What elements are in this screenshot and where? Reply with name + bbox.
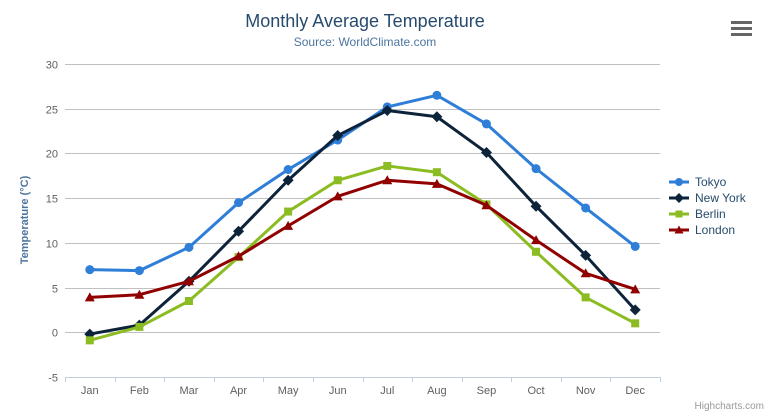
chart-subtitle: Source: WorldClimate.com — [293, 35, 437, 49]
data-point-marker[interactable] — [135, 322, 144, 331]
series-london[interactable] — [84, 175, 641, 302]
data-point-marker[interactable] — [332, 130, 344, 142]
data-point-marker[interactable] — [282, 174, 294, 186]
series-tokyo[interactable] — [85, 90, 640, 276]
highcharts-credit-link[interactable]: Highcharts.com — [694, 401, 764, 412]
data-point-marker[interactable] — [530, 200, 542, 212]
legend-item-london[interactable]: London — [668, 224, 766, 236]
y-axis-tick-label: 5 — [52, 284, 58, 296]
data-point-marker[interactable] — [629, 304, 641, 316]
data-point-marker[interactable] — [183, 276, 194, 286]
x-axis-tick-label: Nov — [576, 385, 596, 397]
data-point-marker[interactable] — [134, 289, 145, 299]
data-point-marker[interactable] — [432, 90, 442, 100]
triangle-marker-icon — [669, 225, 689, 234]
data-point-marker[interactable] — [283, 220, 294, 230]
x-axis-tick-label: Feb — [130, 385, 149, 397]
data-point-marker[interactable] — [431, 111, 443, 123]
x-axis-tick-label: Sep — [477, 385, 497, 397]
data-point-marker[interactable] — [233, 225, 245, 237]
x-axis-tick-label: Jul — [380, 385, 394, 397]
data-point-marker[interactable] — [480, 147, 492, 159]
data-point-marker[interactable] — [283, 165, 293, 175]
data-point-marker[interactable] — [631, 319, 640, 328]
data-point-marker[interactable] — [532, 247, 541, 256]
data-point-marker[interactable] — [531, 235, 542, 245]
series-new-york[interactable] — [84, 105, 641, 340]
chart-title: Monthly Average Temperature — [245, 11, 485, 31]
data-point-marker[interactable] — [432, 168, 441, 177]
data-point-marker[interactable] — [580, 249, 592, 261]
legend-item-new-york[interactable]: New York — [668, 192, 766, 204]
data-point-marker[interactable] — [134, 266, 144, 276]
square-marker-icon — [669, 210, 689, 218]
legend: Tokyo New York Berlin London — [668, 176, 766, 236]
x-axis-tick-label: Dec — [625, 385, 645, 397]
legend-item-berlin[interactable]: Berlin — [668, 208, 766, 220]
x-axis-tick-label: Mar — [179, 385, 198, 397]
y-axis-tick-label: 25 — [46, 105, 58, 117]
data-point-marker[interactable] — [481, 200, 492, 210]
x-axis-tick-label: Apr — [230, 385, 247, 397]
x-axis-tick-label: Oct — [527, 385, 544, 397]
data-point-marker[interactable] — [382, 175, 393, 185]
x-axis-tick-label: Aug — [427, 385, 447, 397]
data-point-marker[interactable] — [383, 161, 392, 170]
data-point-marker[interactable] — [85, 336, 94, 345]
data-point-marker[interactable] — [184, 242, 194, 252]
y-axis-tick-label: 10 — [46, 239, 58, 251]
data-point-marker[interactable] — [581, 293, 590, 302]
series-line — [88, 178, 637, 299]
legend-item-label: Tokyo — [695, 175, 727, 189]
series-line — [88, 164, 637, 342]
data-point-marker[interactable] — [184, 296, 193, 305]
data-point-marker[interactable] — [431, 178, 442, 188]
data-point-marker[interactable] — [630, 284, 641, 294]
data-point-marker[interactable] — [332, 191, 343, 201]
series-line — [88, 109, 637, 336]
data-point-marker[interactable] — [630, 241, 640, 251]
legend-item-tokyo[interactable]: Tokyo — [668, 176, 766, 188]
y-axis-tick-label: 15 — [46, 194, 58, 206]
data-point-marker[interactable] — [481, 119, 491, 129]
data-point-marker[interactable] — [580, 268, 591, 278]
y-axis-tick-label: 0 — [52, 328, 58, 340]
data-point-marker[interactable] — [234, 198, 244, 208]
x-axis-tick-label: Jun — [329, 385, 347, 397]
legend-item-label: London — [695, 223, 736, 237]
data-point-marker[interactable] — [84, 292, 95, 302]
data-point-marker[interactable] — [85, 265, 95, 275]
export-menu-button[interactable] — [731, 21, 752, 36]
y-axis-tick-label: 30 — [46, 60, 58, 72]
data-point-marker[interactable] — [581, 203, 591, 213]
y-axis-tick-label: 20 — [46, 149, 58, 161]
data-point-marker[interactable] — [531, 164, 541, 174]
legend-item-label: Berlin — [695, 207, 726, 221]
data-point-marker[interactable] — [381, 105, 393, 117]
data-point-marker[interactable] — [233, 251, 244, 261]
data-point-marker[interactable] — [333, 176, 342, 185]
y-axis-tick-label: -5 — [48, 373, 58, 385]
x-axis-tick-label: May — [278, 385, 299, 397]
x-axis-tick-label: Jan — [81, 385, 99, 397]
hamburger-menu-icon — [731, 21, 752, 36]
data-point-marker[interactable] — [284, 207, 293, 216]
legend-item-label: New York — [695, 191, 746, 205]
circle-marker-icon — [669, 178, 689, 186]
diamond-marker-icon — [669, 193, 689, 203]
